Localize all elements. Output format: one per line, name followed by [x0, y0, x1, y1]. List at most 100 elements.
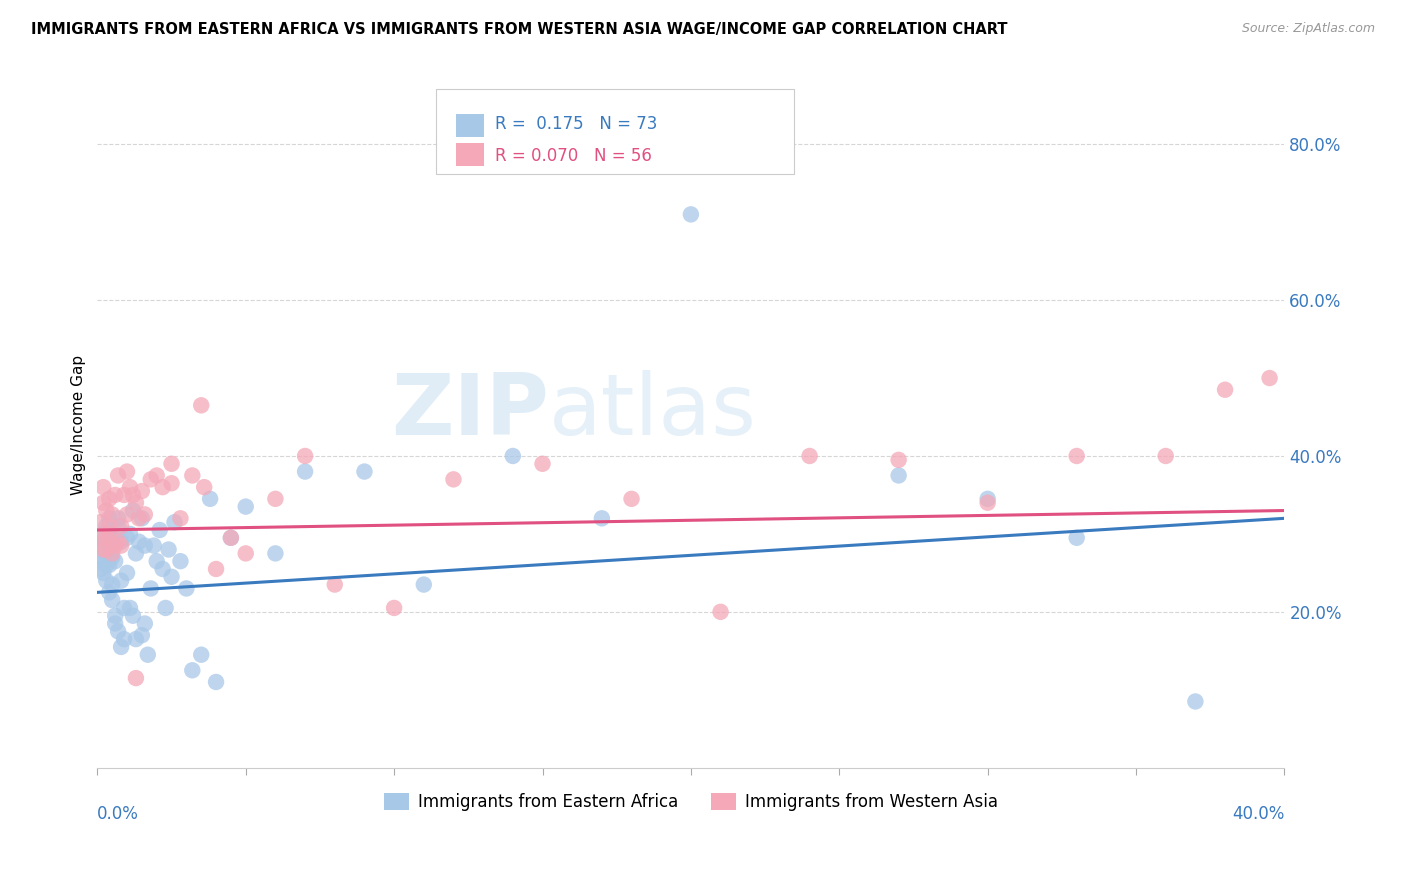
Point	[96, 519, 118, 533]
Point	[131, 483, 153, 498]
Point	[181, 663, 204, 677]
Point	[115, 531, 138, 545]
Point	[264, 546, 287, 560]
Point	[887, 453, 910, 467]
Point	[679, 207, 702, 221]
Point	[91, 566, 114, 580]
Point	[1066, 449, 1088, 463]
Point	[136, 648, 159, 662]
Point	[91, 554, 114, 568]
Point	[96, 531, 118, 545]
Point	[502, 449, 524, 463]
Point	[101, 508, 124, 522]
Point	[145, 468, 167, 483]
Point	[104, 616, 127, 631]
Point	[382, 601, 405, 615]
Point	[125, 496, 148, 510]
Point	[128, 534, 150, 549]
Point	[110, 539, 132, 553]
Point	[709, 605, 731, 619]
Point	[412, 577, 434, 591]
Text: ZIP: ZIP	[391, 369, 548, 452]
Point	[104, 488, 127, 502]
Point	[98, 527, 121, 541]
Point	[101, 531, 124, 545]
Point	[98, 519, 121, 533]
Point	[1258, 371, 1281, 385]
Point	[101, 577, 124, 591]
Point	[294, 465, 316, 479]
Point	[91, 480, 114, 494]
Point	[98, 527, 121, 541]
Point	[118, 480, 141, 494]
Point	[118, 527, 141, 541]
Point	[134, 508, 156, 522]
Point	[157, 542, 180, 557]
Point	[110, 640, 132, 654]
Point	[1066, 531, 1088, 545]
Point	[115, 508, 138, 522]
Point	[122, 488, 145, 502]
Point	[101, 593, 124, 607]
Text: R =  0.175   N = 73: R = 0.175 N = 73	[495, 115, 657, 133]
Point	[169, 511, 191, 525]
Point	[107, 468, 129, 483]
Point	[98, 491, 121, 506]
Point	[181, 468, 204, 483]
Point	[128, 511, 150, 525]
Point	[134, 616, 156, 631]
Point	[125, 632, 148, 646]
Point	[976, 491, 998, 506]
Point	[294, 449, 316, 463]
Point	[176, 582, 198, 596]
Point	[98, 511, 121, 525]
Point	[531, 457, 554, 471]
Point	[96, 574, 118, 588]
Point	[799, 449, 821, 463]
Point	[139, 472, 162, 486]
Point	[107, 624, 129, 639]
Point	[152, 480, 174, 494]
Point	[122, 503, 145, 517]
Point	[96, 542, 118, 557]
Point	[96, 558, 118, 572]
Point	[107, 519, 129, 533]
Point	[219, 531, 242, 545]
Point	[235, 500, 257, 514]
Point	[205, 562, 228, 576]
Point	[91, 542, 114, 557]
Point	[155, 601, 177, 615]
Point	[89, 562, 111, 576]
Point	[1213, 383, 1236, 397]
Point	[190, 648, 212, 662]
Point	[190, 398, 212, 412]
Point	[104, 554, 127, 568]
Point	[887, 468, 910, 483]
Point	[1184, 694, 1206, 708]
Point	[112, 632, 135, 646]
Point	[131, 511, 153, 525]
Point	[149, 523, 172, 537]
Point	[122, 608, 145, 623]
Point	[104, 539, 127, 553]
Point	[142, 539, 165, 553]
Point	[89, 550, 111, 565]
Point	[110, 534, 132, 549]
Point	[115, 566, 138, 580]
Point	[110, 519, 132, 533]
Text: 40.0%: 40.0%	[1232, 805, 1285, 823]
Point	[163, 515, 186, 529]
Point	[443, 472, 465, 486]
Point	[160, 476, 183, 491]
Point	[1154, 449, 1177, 463]
Point	[193, 480, 215, 494]
Point	[89, 515, 111, 529]
Point	[264, 491, 287, 506]
Point	[91, 534, 114, 549]
Text: R = 0.070   N = 56: R = 0.070 N = 56	[495, 147, 652, 165]
Point	[125, 546, 148, 560]
Point	[591, 511, 613, 525]
Point	[205, 675, 228, 690]
Point	[169, 554, 191, 568]
Point	[101, 550, 124, 565]
